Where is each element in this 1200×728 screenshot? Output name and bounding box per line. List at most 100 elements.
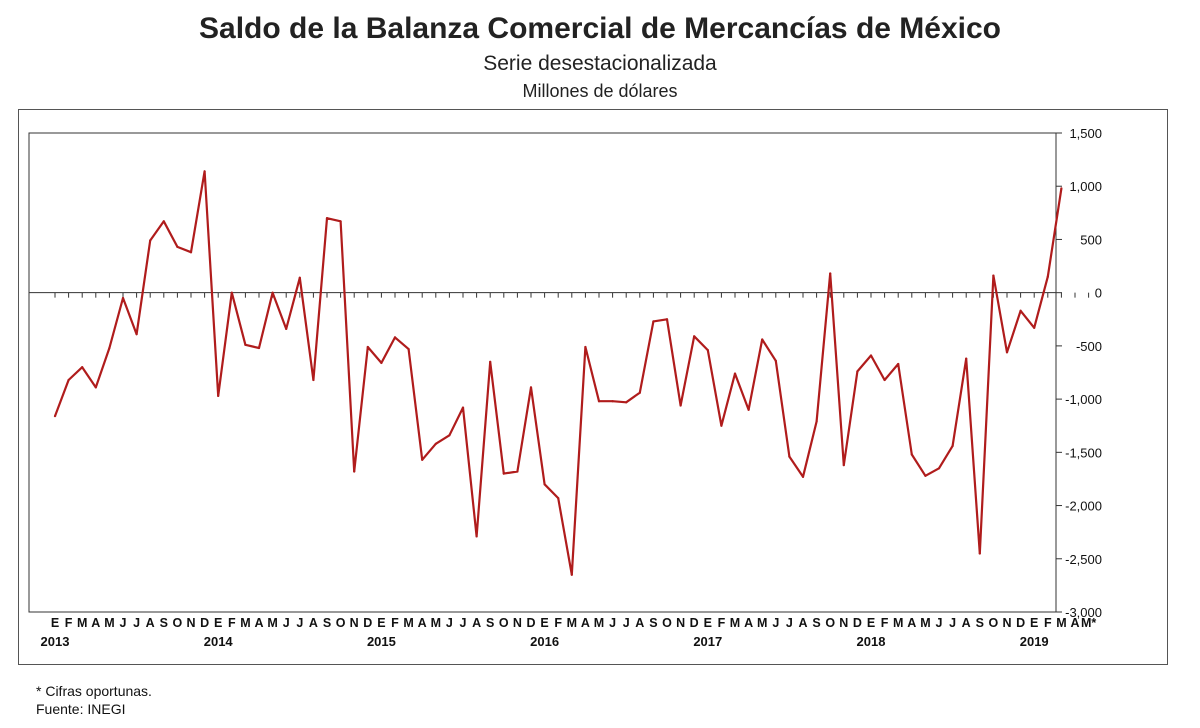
month-label: F	[391, 616, 399, 630]
month-label: M	[1056, 616, 1066, 630]
data-point	[135, 333, 138, 336]
data-point	[1046, 275, 1049, 278]
month-label: M	[730, 616, 740, 630]
data-point	[257, 346, 261, 350]
data-point	[94, 386, 97, 389]
data-point	[815, 420, 818, 423]
data-point	[869, 354, 873, 357]
line-chart: 1,500 1,000 500 0 -500 -1,000 -1,500 -2,000 -2,5…	[28, 126, 1102, 649]
month-label: N	[350, 616, 359, 630]
month-label: N	[1002, 616, 1011, 630]
month-label: F	[65, 616, 73, 630]
data-point	[434, 442, 437, 445]
month-label: M	[567, 616, 577, 630]
month-label: A	[635, 616, 644, 630]
data-point	[162, 220, 165, 223]
data-point	[67, 378, 70, 382]
month-label: D	[690, 616, 699, 630]
data-point	[965, 357, 968, 360]
chart-frame: 1,500 1,000 500 0 -500 -1,000 -1,500 -2,000 -2,5…	[18, 109, 1168, 665]
data-point	[325, 217, 329, 220]
month-label: D	[526, 616, 535, 630]
data-point	[992, 274, 995, 277]
month-label: E	[377, 616, 385, 630]
y-tick-label: 500	[1080, 232, 1102, 247]
month-label: S	[812, 616, 820, 630]
data-point	[733, 372, 737, 375]
month-label: A	[309, 616, 318, 630]
month-label: M*	[1081, 616, 1096, 630]
data-point	[189, 251, 193, 254]
data-point	[1033, 326, 1036, 329]
month-label: O	[336, 616, 346, 630]
month-label: J	[772, 616, 779, 630]
data-point	[543, 483, 546, 486]
month-label: A	[907, 616, 916, 630]
plot-area	[28, 132, 1057, 613]
month-label: J	[460, 616, 467, 630]
data-point	[366, 345, 369, 349]
data-point	[121, 296, 125, 300]
month-label: A	[146, 616, 155, 630]
month-label: A	[744, 616, 753, 630]
chart-title: Saldo de la Balanza Comercial de Mercanc…	[199, 12, 1001, 45]
data-point	[557, 497, 560, 500]
month-label: N	[839, 616, 848, 630]
data-point	[679, 404, 682, 407]
month-label: A	[472, 616, 481, 630]
data-point	[747, 408, 750, 411]
data-point	[951, 444, 954, 448]
month-label: E	[540, 616, 548, 630]
data-point	[665, 318, 669, 321]
data-point	[502, 472, 505, 475]
month-label: S	[160, 616, 168, 630]
month-label: A	[798, 616, 807, 630]
month-label: M	[77, 616, 87, 630]
data-point	[720, 424, 723, 427]
month-label: M	[431, 616, 441, 630]
month-label: D	[200, 616, 209, 630]
footnote-note: * Cifras oportunas.	[36, 683, 152, 699]
month-label: E	[1030, 616, 1038, 630]
month-label: S	[976, 616, 984, 630]
footnote-source: Fuente: INEGI	[36, 701, 126, 717]
data-point	[285, 327, 288, 330]
month-label: J	[786, 616, 793, 630]
month-label: O	[989, 616, 999, 630]
month-label: M	[267, 616, 277, 630]
year-label: 2017	[693, 634, 722, 649]
data-point	[801, 475, 805, 478]
y-tick-label: -1,000	[1065, 392, 1102, 407]
month-label: O	[662, 616, 672, 630]
month-label: M	[403, 616, 413, 630]
data-point	[516, 470, 519, 473]
data-point	[652, 320, 655, 323]
month-label: A	[581, 616, 590, 630]
month-label: M	[757, 616, 767, 630]
data-point	[217, 394, 220, 398]
month-label: M	[893, 616, 903, 630]
month-label: A	[91, 616, 100, 630]
data-point	[489, 360, 492, 363]
month-label: M	[920, 616, 930, 630]
month-label: D	[1016, 616, 1025, 630]
month-label: D	[853, 616, 862, 630]
data-point	[910, 453, 913, 456]
data-point	[625, 401, 628, 404]
data-point	[856, 370, 859, 373]
data-point	[298, 276, 301, 279]
data-point	[1060, 187, 1063, 190]
month-label: F	[228, 616, 236, 630]
y-tick-label: -500	[1076, 339, 1102, 354]
data-point	[149, 239, 152, 242]
data-point	[312, 378, 315, 382]
chart-subtitle: Serie desestacionalizada	[483, 52, 717, 75]
y-tick-label: 0	[1095, 286, 1102, 301]
data-point	[788, 455, 791, 458]
data-point	[1005, 351, 1009, 354]
month-label: J	[283, 616, 290, 630]
month-label: M	[240, 616, 250, 630]
data-point	[978, 552, 981, 555]
month-label: N	[186, 616, 195, 630]
data-point	[842, 464, 845, 467]
